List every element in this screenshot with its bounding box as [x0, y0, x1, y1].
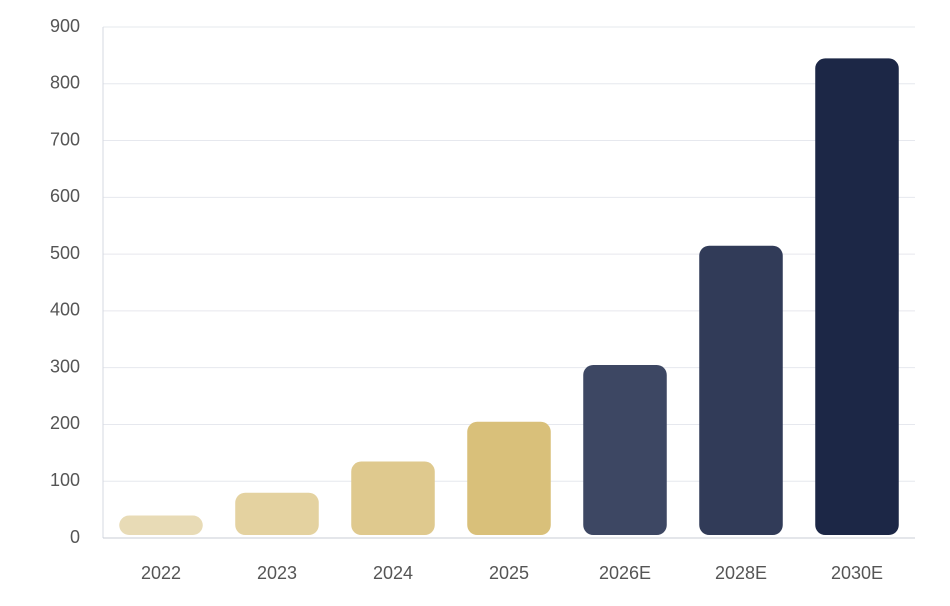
bar — [351, 461, 435, 535]
y-tick-label: 800 — [50, 73, 80, 93]
bar — [815, 58, 899, 536]
y-tick-label: 500 — [50, 243, 80, 263]
y-tick-label: 900 — [50, 16, 80, 36]
y-tick-label: 400 — [50, 300, 80, 320]
bar — [583, 364, 667, 535]
y-tick-label: 200 — [50, 413, 80, 433]
bar — [235, 492, 319, 535]
x-tick-label: 2025 — [489, 563, 529, 583]
y-tick-label: 300 — [50, 356, 80, 376]
y-tick-label: 100 — [50, 470, 80, 490]
y-tick-label: 600 — [50, 186, 80, 206]
x-tick-label: 2026E — [599, 563, 651, 583]
y-tick-label: 0 — [70, 527, 80, 547]
x-tick-label: 2024 — [373, 563, 413, 583]
bar — [699, 245, 783, 535]
y-tick-label: 700 — [50, 129, 80, 149]
x-tick-label: 2023 — [257, 563, 297, 583]
x-tick-label: 2030E — [831, 563, 883, 583]
x-tick-label: 2028E — [715, 563, 767, 583]
x-tick-label: 2022 — [141, 563, 181, 583]
bar — [119, 515, 203, 535]
bar — [467, 421, 551, 535]
